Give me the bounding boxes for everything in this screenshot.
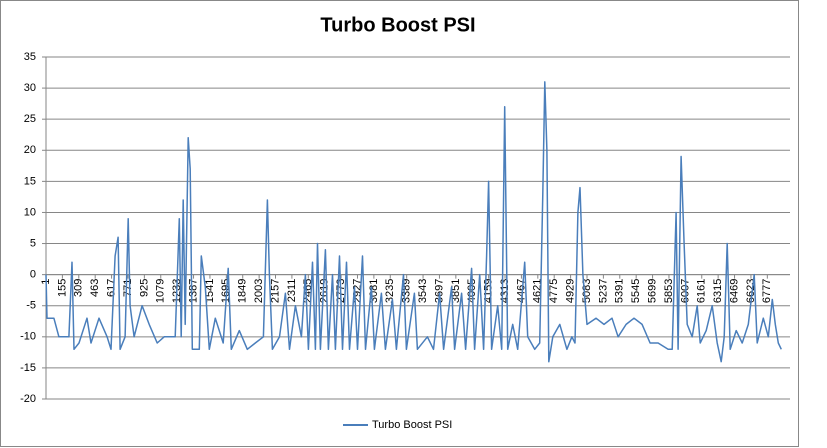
x-tick-label: 771 — [122, 279, 134, 297]
x-tick-label: 6161 — [696, 279, 708, 303]
x-tick-label: 6623 — [745, 279, 757, 303]
x-tick-label: 1387 — [187, 279, 199, 303]
data-line — [45, 81, 782, 363]
x-tick-label: 4929 — [565, 279, 577, 303]
chart-title: Turbo Boost PSI — [320, 14, 475, 36]
x-tick-label: 5083 — [581, 279, 593, 303]
x-tick-label: 2003 — [253, 279, 265, 303]
x-tick-label: 4775 — [548, 279, 560, 303]
legend-label: Turbo Boost PSI — [372, 419, 452, 431]
x-tick-label: 617 — [105, 279, 117, 297]
y-tick-label: -5 — [26, 300, 36, 312]
x-tick-label: 1541 — [204, 279, 216, 303]
y-tick-label: -20 — [20, 393, 36, 405]
x-tick-label: 4621 — [532, 279, 544, 303]
x-tick-label: 1849 — [237, 279, 249, 303]
x-tick-label: 4159 — [483, 279, 495, 303]
y-tick-label: 10 — [24, 206, 36, 218]
x-tick-label: 3543 — [417, 279, 429, 303]
x-tick-label: 5237 — [597, 279, 609, 303]
y-tick-label: 20 — [24, 144, 36, 156]
y-tick-label: 35 — [24, 51, 36, 63]
x-tick-label: 1079 — [155, 279, 167, 303]
x-tick-label: 309 — [73, 279, 85, 297]
x-tick-label: 4313 — [499, 279, 511, 303]
x-tick-label: 2619 — [319, 279, 331, 303]
x-tick-label: 155 — [56, 279, 68, 297]
x-tick-label: 5853 — [663, 279, 675, 303]
x-tick-label: 463 — [89, 279, 101, 297]
x-tick-label: 5391 — [614, 279, 626, 303]
chart-border — [0, 0, 799, 447]
x-tick-label: 2157 — [269, 279, 281, 303]
x-tick-label: 3697 — [433, 279, 445, 303]
y-tick-label: -15 — [20, 362, 36, 374]
x-tick-label: 925 — [138, 279, 150, 297]
x-tick-label: 6315 — [712, 279, 724, 303]
x-tick-label: 2311 — [286, 279, 298, 303]
y-tick-label: 5 — [30, 237, 36, 249]
x-tick-label: 6777 — [761, 279, 773, 303]
y-tick-label: -10 — [20, 331, 36, 343]
x-tick-label: 3235 — [384, 279, 396, 303]
x-tick-label: 5545 — [630, 279, 642, 303]
y-tick-label: 15 — [24, 175, 36, 187]
y-tick-label: 0 — [30, 269, 36, 281]
y-tick-label: 30 — [24, 82, 36, 94]
y-tick-label: 25 — [24, 113, 36, 125]
x-tick-label: 4467 — [515, 279, 527, 303]
x-tick-label: 5699 — [646, 279, 658, 303]
x-tick-label: 6469 — [728, 279, 740, 303]
